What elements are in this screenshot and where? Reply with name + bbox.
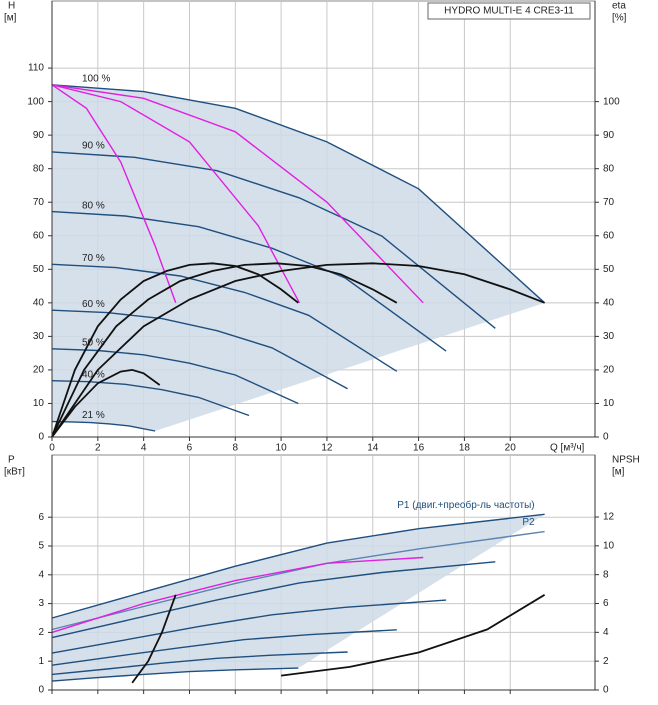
y-tick-label: 0 — [38, 432, 44, 443]
y-axis-unit: [кВт] — [4, 467, 25, 478]
curve — [51, 262, 299, 438]
y-tick-label: 20 — [33, 365, 45, 376]
y-tick-label: 2 — [38, 627, 44, 638]
curve — [51, 84, 177, 304]
x-tick-label: 14 — [367, 443, 379, 454]
curve — [51, 84, 301, 304]
y-tick-label: 4 — [38, 569, 44, 580]
y2-tick-label: 80 — [603, 163, 615, 174]
x-tick-label: 20 — [505, 443, 517, 454]
y2-tick-label: 10 — [603, 540, 615, 551]
x-tick-label: 10 — [276, 443, 288, 454]
curve — [51, 651, 348, 676]
curve — [51, 262, 545, 438]
y2-tick-label: 10 — [603, 398, 615, 409]
y-tick-label: 3 — [38, 598, 44, 609]
y-tick-label: 100 — [27, 96, 44, 107]
y2-tick-label: 2 — [603, 656, 609, 667]
curve — [51, 629, 397, 666]
curve-label: 60 % — [82, 299, 105, 310]
x-tick-label: 6 — [187, 443, 193, 454]
curve-label: 21 % — [82, 410, 105, 421]
curve — [51, 348, 299, 405]
y-tick-label: 40 — [33, 297, 45, 308]
curve — [51, 151, 496, 329]
y2-tick-label: 60 — [603, 230, 615, 241]
y-tick-label: 90 — [33, 130, 45, 141]
operating-range — [52, 84, 545, 431]
x-tick-label: 8 — [233, 443, 239, 454]
y2-tick-label: 0 — [603, 432, 609, 443]
curve — [51, 210, 447, 352]
y2-tick-label: 4 — [603, 627, 609, 638]
y2-tick-label: 8 — [603, 569, 609, 580]
y2-tick-label: 100 — [603, 96, 620, 107]
y2-tick-label: 12 — [603, 512, 615, 523]
curve — [51, 556, 424, 634]
y2-tick-label: 30 — [603, 331, 615, 342]
curve — [131, 594, 177, 684]
y-tick-label: 1 — [38, 656, 44, 667]
y-tick-label: 60 — [33, 230, 45, 241]
y2-axis-label: NPSH — [612, 455, 640, 466]
x-tick-label: 16 — [413, 443, 425, 454]
title-box — [427, 2, 591, 20]
curve-label: P2 — [522, 517, 535, 528]
y-tick-label: 5 — [38, 541, 44, 552]
y-axis-label: P — [8, 455, 15, 466]
curve — [51, 263, 398, 372]
x-tick-label: 18 — [459, 443, 471, 454]
y2-axis-unit: [м] — [612, 467, 625, 478]
curve-label: 70 % — [82, 253, 105, 264]
curve — [51, 309, 348, 390]
chart-title: HYDRO MULTI-E 4 CRE3-11 — [444, 6, 574, 17]
y2-tick-label: 90 — [603, 130, 615, 141]
curve-label: 90 % — [82, 141, 105, 152]
curve-label: 100 % — [82, 73, 110, 84]
x-tick-label: 12 — [321, 443, 333, 454]
y-tick-label: 80 — [33, 163, 45, 174]
x-tick-label: 4 — [141, 443, 147, 454]
x-tick-label: 0 — [49, 443, 55, 454]
curve — [51, 420, 156, 432]
y2-tick-label: 6 — [603, 598, 609, 609]
curve — [51, 667, 299, 682]
curve — [51, 513, 545, 619]
y2-tick-label: 40 — [603, 297, 615, 308]
curve-label: 50 % — [82, 337, 105, 348]
curve — [51, 561, 496, 639]
y-tick-label: 30 — [33, 331, 45, 342]
curve-label: 80 % — [82, 200, 105, 211]
x-tick-label: 2 — [95, 443, 101, 454]
y-axis-unit: [м] — [4, 13, 17, 24]
curve — [280, 594, 546, 677]
curve — [51, 84, 424, 304]
y-tick-label: 50 — [33, 264, 45, 275]
y2-axis-label: eta — [612, 1, 626, 12]
y-tick-label: 70 — [33, 197, 45, 208]
operating-range — [52, 514, 545, 682]
y-axis-label: H — [8, 1, 15, 12]
curve — [51, 368, 161, 438]
y2-tick-label: 70 — [603, 197, 615, 208]
y2-axis-unit: [%] — [612, 13, 627, 24]
curve — [51, 530, 545, 631]
curve — [51, 262, 398, 438]
y2-tick-label: 50 — [603, 264, 615, 275]
y2-tick-label: 20 — [603, 365, 615, 376]
curve — [51, 599, 447, 654]
curve-label: P1 (двиг.+преобр-ль частоты) — [397, 499, 534, 511]
curve — [51, 84, 546, 304]
y-tick-label: 0 — [38, 685, 44, 696]
curve — [51, 380, 250, 417]
y2-tick-label: 0 — [603, 685, 609, 696]
y-tick-label: 110 — [28, 63, 44, 74]
y-tick-label: 6 — [38, 512, 44, 523]
y-tick-label: 10 — [33, 398, 45, 409]
x-axis-label: Q [м³/ч] — [550, 443, 585, 454]
